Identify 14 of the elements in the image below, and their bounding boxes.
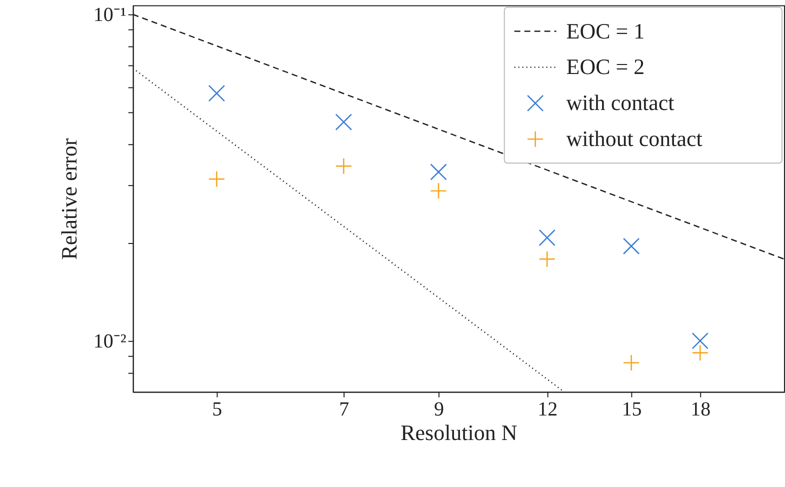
legend-label: with contact xyxy=(566,90,674,116)
y-tick-label: 10⁻¹ xyxy=(93,4,126,26)
x-tick-label: 5 xyxy=(212,398,222,420)
y-axis-title: Relative error xyxy=(56,138,82,260)
legend-label: without contact xyxy=(566,126,702,152)
x-tick-label: 12 xyxy=(538,398,558,420)
legend-label: EOC = 1 xyxy=(566,18,645,44)
y-tick-label: 10⁻² xyxy=(93,330,126,352)
legend-label: EOC = 2 xyxy=(566,54,645,80)
x-axis-title: Resolution N xyxy=(400,420,518,446)
x-tick-label: 7 xyxy=(339,398,350,420)
x-tick-label: 9 xyxy=(434,398,444,420)
x-tick-label: 18 xyxy=(690,398,711,420)
x-tick-label: 15 xyxy=(622,398,642,420)
